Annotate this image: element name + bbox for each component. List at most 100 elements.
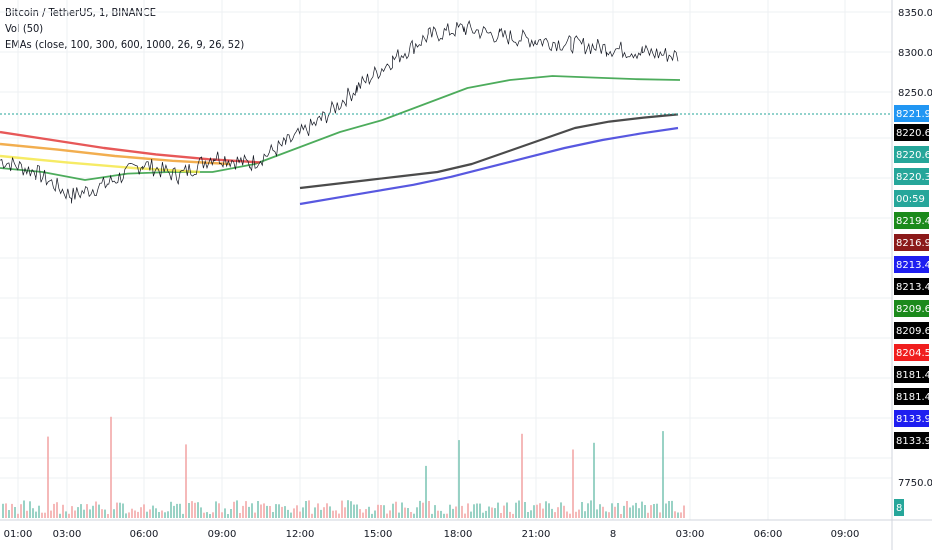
volume-bar: [236, 500, 238, 518]
price-tick-label: 8250.00: [898, 88, 932, 99]
price-tag-bg: [894, 212, 929, 229]
ema-series-3: [299, 126, 679, 206]
volume-bar: [641, 501, 643, 518]
volume-bar: [95, 501, 97, 518]
volume-bar: [638, 508, 640, 518]
volume-bar: [152, 505, 154, 518]
volume-bar: [428, 501, 430, 518]
volume-bar: [98, 504, 100, 518]
volume-bar: [476, 503, 478, 518]
volume-bar: [503, 505, 505, 518]
volume-bar: [56, 502, 58, 518]
price-tag: 8181.43: [894, 366, 932, 383]
ema-series-5: [0, 142, 231, 166]
volume-bar: [200, 507, 202, 518]
volume-bar: [47, 436, 49, 518]
volume-bar: [320, 509, 322, 518]
volume-bar: [317, 503, 319, 518]
volume-bar: [395, 501, 397, 518]
volume-bar: [554, 512, 556, 518]
volume-bar: [401, 502, 403, 518]
price-tag-bg: [894, 300, 929, 317]
volume-bar: [422, 502, 424, 518]
volume-bar: [239, 513, 241, 518]
volume-bar: [569, 513, 571, 518]
volume-bar: [659, 512, 661, 518]
price-tag-label: 8: [896, 503, 902, 514]
volume-bar: [233, 501, 235, 518]
volume-bar: [488, 506, 490, 518]
volume-bar: [419, 500, 421, 518]
volume-bar: [530, 510, 532, 518]
price-tick-label: 8350.00: [898, 8, 932, 19]
volume-bar: [107, 514, 109, 518]
volume-bar: [77, 507, 79, 518]
volume-bar: [62, 504, 64, 518]
volume-bar: [41, 512, 43, 518]
volume-bar: [611, 503, 613, 518]
volume-bar: [254, 512, 256, 518]
volume-bar: [53, 503, 55, 518]
price-tag-bg: [894, 168, 929, 185]
volume-bar: [26, 510, 28, 518]
volume-bar: [32, 508, 34, 518]
volume-bar: [608, 512, 610, 518]
volume-bar: [83, 509, 85, 518]
volume-bar: [506, 502, 508, 518]
volume-bar: [284, 506, 286, 518]
volume-bar: [470, 511, 472, 518]
volume-bar: [242, 505, 244, 518]
price-tag-label: 8209.68: [896, 326, 932, 337]
time-tick-label: 8: [610, 529, 616, 540]
volume-bar: [341, 500, 343, 518]
volume-bar: [620, 514, 622, 518]
volume-bar: [326, 503, 328, 518]
volume-bar: [647, 512, 649, 518]
volume-bar: [683, 505, 685, 518]
volume-bar: [8, 510, 10, 518]
price-axis: 8350.00 8300.00 8250.00 7750.00: [898, 8, 932, 489]
time-tick-label: 12:00: [286, 529, 315, 540]
volume-bar: [245, 501, 247, 518]
volume-bar: [368, 506, 370, 518]
volume-bar: [524, 502, 526, 518]
volume-bar: [566, 511, 568, 518]
volume-bar: [260, 504, 262, 518]
volume-bar: [296, 505, 298, 518]
volume-bar: [542, 508, 544, 518]
volume-bar: [14, 507, 16, 518]
volume-bar: [2, 503, 4, 518]
volume-bar: [134, 510, 136, 518]
price-tag-bg: [894, 410, 929, 427]
price-tag-bg: [894, 234, 929, 251]
volume-bar: [146, 511, 148, 518]
volume-bar: [230, 509, 232, 518]
volume-bar: [599, 504, 601, 518]
volume-bar: [158, 512, 160, 518]
volume-bar: [287, 509, 289, 518]
volume-bar: [602, 506, 604, 518]
price-tag-label: 8204.50: [896, 348, 932, 359]
volume-bar: [425, 465, 427, 518]
volume-bar: [668, 501, 670, 518]
ema-series-1: [0, 75, 681, 181]
volume-bar: [278, 504, 280, 518]
volume-bar: [344, 507, 346, 518]
price-tag-bg: [894, 344, 929, 361]
volume-bar: [311, 513, 313, 518]
price-tag-label: 8213.44: [896, 282, 932, 293]
volume-bar: [512, 513, 514, 518]
price-tag: 00:59: [894, 190, 929, 207]
price-tag-bg: [894, 322, 929, 339]
volume-bar: [398, 512, 400, 518]
volume-bar: [179, 503, 181, 518]
volume-bar: [92, 505, 94, 518]
volume-bar: [497, 502, 499, 518]
volume-bar: [653, 504, 655, 518]
volume-bar: [431, 513, 433, 518]
volume-bar: [197, 502, 199, 518]
volume-bar: [218, 503, 220, 518]
volume-bar: [563, 505, 565, 518]
volume-bar: [68, 513, 70, 518]
